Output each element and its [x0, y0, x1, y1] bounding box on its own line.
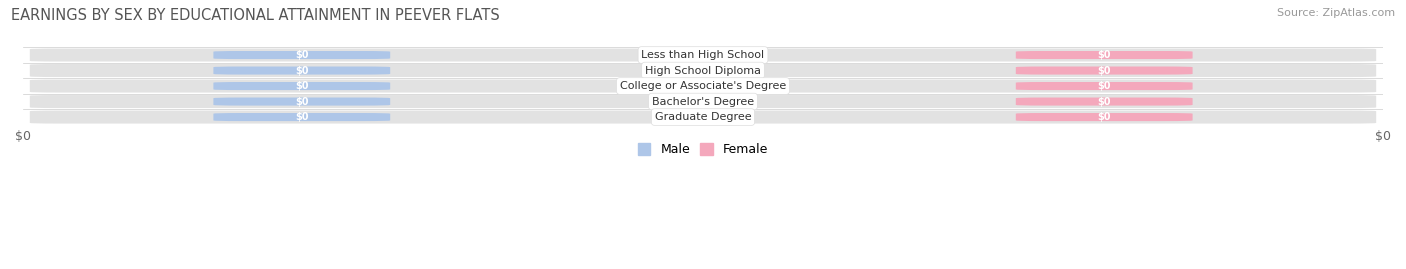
Text: $0: $0	[1098, 50, 1111, 60]
Text: $0: $0	[295, 97, 308, 107]
FancyBboxPatch shape	[214, 98, 391, 105]
FancyBboxPatch shape	[1015, 66, 1192, 75]
FancyBboxPatch shape	[30, 95, 1376, 108]
FancyBboxPatch shape	[30, 64, 1376, 77]
Text: High School Diploma: High School Diploma	[645, 66, 761, 76]
Text: College or Associate's Degree: College or Associate's Degree	[620, 81, 786, 91]
Text: $0: $0	[295, 112, 308, 122]
Text: Bachelor's Degree: Bachelor's Degree	[652, 97, 754, 107]
FancyBboxPatch shape	[30, 80, 1376, 93]
Text: Source: ZipAtlas.com: Source: ZipAtlas.com	[1277, 8, 1395, 18]
FancyBboxPatch shape	[30, 111, 1376, 123]
Text: $0: $0	[295, 81, 308, 91]
FancyBboxPatch shape	[1015, 82, 1192, 90]
Legend: Male, Female: Male, Female	[633, 138, 773, 161]
Text: $0: $0	[1098, 97, 1111, 107]
Text: Graduate Degree: Graduate Degree	[655, 112, 751, 122]
FancyBboxPatch shape	[30, 48, 1376, 62]
Text: $0: $0	[1098, 81, 1111, 91]
Text: EARNINGS BY SEX BY EDUCATIONAL ATTAINMENT IN PEEVER FLATS: EARNINGS BY SEX BY EDUCATIONAL ATTAINMEN…	[11, 8, 501, 23]
FancyBboxPatch shape	[214, 82, 391, 90]
Text: $0: $0	[1098, 66, 1111, 76]
Text: $0: $0	[1098, 112, 1111, 122]
FancyBboxPatch shape	[214, 66, 391, 75]
FancyBboxPatch shape	[214, 113, 391, 121]
FancyBboxPatch shape	[1015, 51, 1192, 59]
FancyBboxPatch shape	[1015, 113, 1192, 121]
FancyBboxPatch shape	[1015, 98, 1192, 105]
Text: $0: $0	[295, 50, 308, 60]
Text: Less than High School: Less than High School	[641, 50, 765, 60]
Text: $0: $0	[295, 66, 308, 76]
FancyBboxPatch shape	[214, 51, 391, 59]
